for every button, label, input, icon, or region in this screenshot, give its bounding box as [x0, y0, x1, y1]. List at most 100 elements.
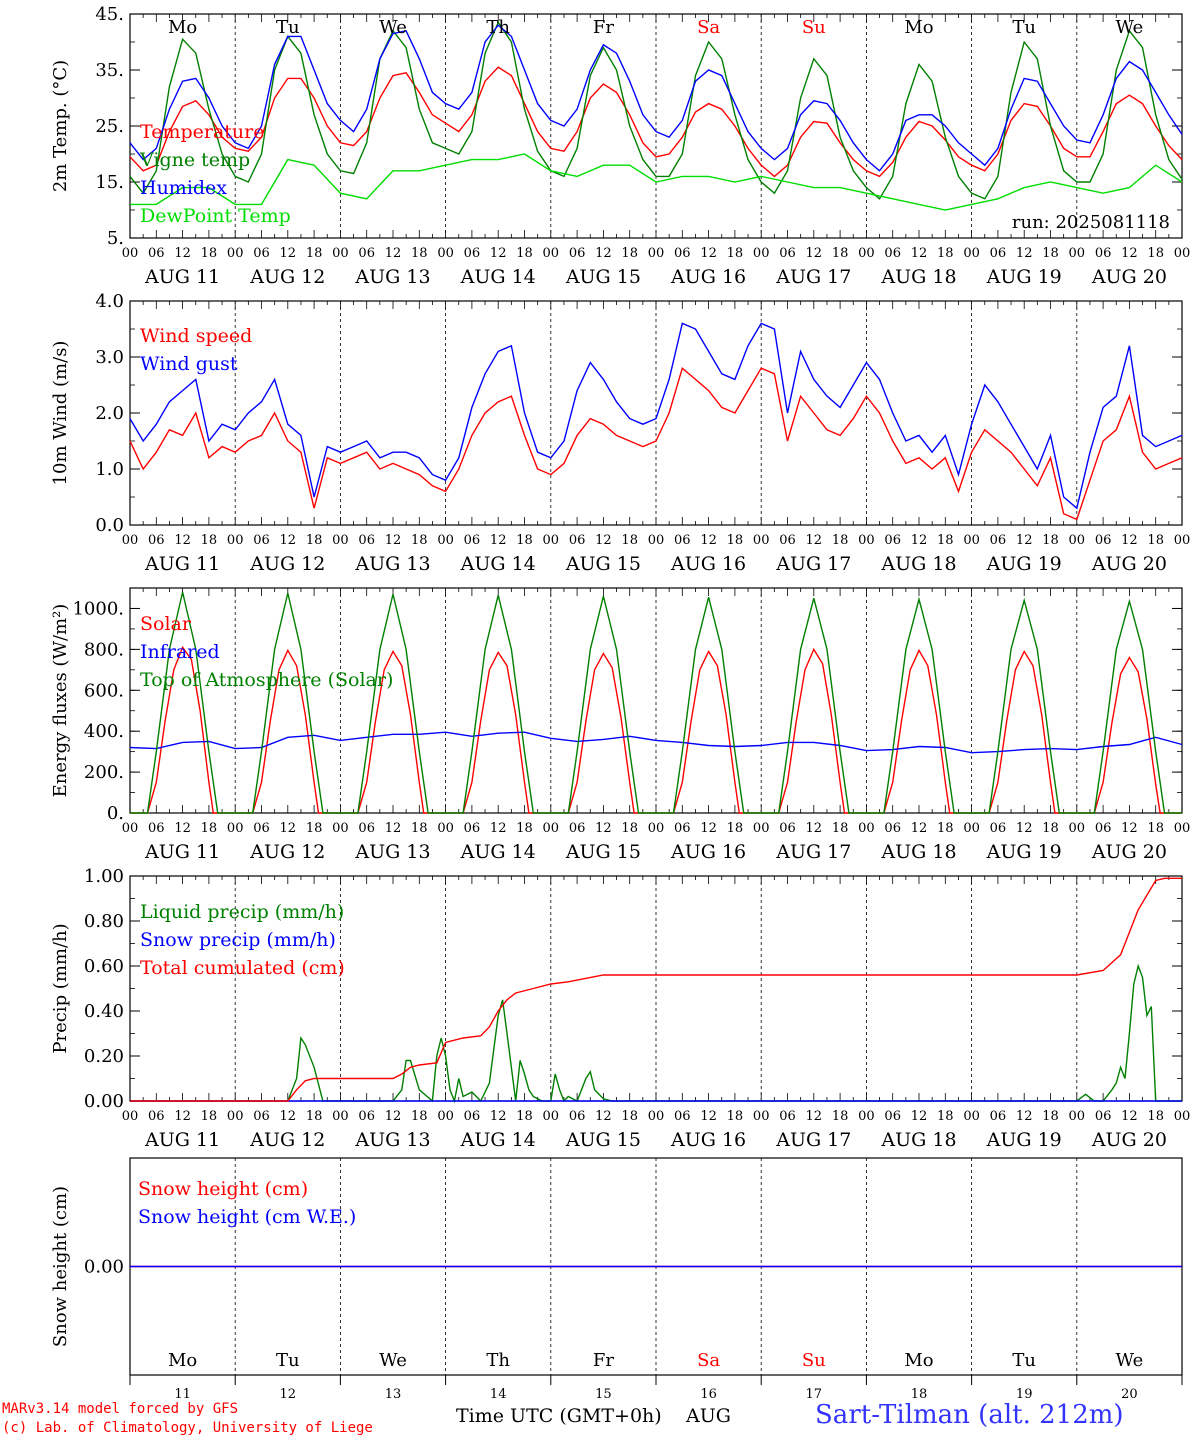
hour-tick-label: 12: [911, 821, 928, 836]
hour-tick-label: 12: [1016, 533, 1033, 548]
series-line: [130, 153, 1183, 211]
hour-tick-label: 00: [332, 246, 349, 261]
hour-tick-label: 12: [280, 1109, 297, 1124]
weekday-label: Sa: [697, 17, 720, 38]
date-label: AUG 19: [986, 266, 1062, 288]
hour-tick-label: 00: [437, 533, 454, 548]
hour-tick-label: 18: [937, 246, 954, 261]
hour-tick-label: 18: [727, 246, 744, 261]
hour-tick-label: 00: [858, 246, 875, 261]
hour-tick-label: 00: [437, 1109, 454, 1124]
hour-tick-label: 00: [227, 1109, 244, 1124]
series-line: [130, 591, 1182, 814]
date-label: AUG 17: [775, 553, 851, 575]
hour-tick-label: 12: [911, 1109, 928, 1124]
hour-tick-label: 18: [516, 1109, 533, 1124]
hour-tick-label: 18: [306, 246, 323, 261]
hour-tick-label: 12: [490, 1109, 507, 1124]
hour-tick-label: 12: [280, 246, 297, 261]
weekday-label: Tu: [1012, 17, 1036, 38]
hour-tick-label: 06: [253, 1109, 270, 1124]
hour-tick-label: 18: [516, 821, 533, 836]
date-label: AUG 14: [460, 1129, 536, 1151]
hour-tick-label: 12: [806, 1109, 823, 1124]
legend-entry: Temperature: [140, 121, 264, 143]
hour-tick-label: 12: [385, 246, 402, 261]
weekday-label: We: [1116, 1350, 1144, 1371]
panel-3: 0. 200. 400. 600. 800. 1000.Energy fluxes (W/…: [50, 587, 1190, 863]
day-number-label: 12: [280, 1387, 297, 1402]
day-number-label: 15: [595, 1387, 612, 1402]
hour-tick-label: 00: [858, 533, 875, 548]
hour-tick-label: 00: [1174, 1109, 1191, 1124]
y-tick-label: 1.0: [95, 459, 124, 480]
day-number-label: 16: [700, 1387, 717, 1402]
hour-tick-label: 06: [358, 533, 375, 548]
hour-tick-label: 18: [621, 246, 638, 261]
hour-tick-label: 18: [1147, 1109, 1164, 1124]
hour-tick-label: 00: [332, 533, 349, 548]
y-tick-label: 0.00: [84, 1257, 124, 1278]
panel-1: 5. 15. 25. 35. 45. 2m Temp. (°C) Temperature Vi…: [50, 4, 1190, 288]
y-tick-label: 2.0: [95, 403, 124, 424]
series-line: [130, 877, 1182, 1102]
day-number-label: 13: [385, 1387, 402, 1402]
y-tick-label: 4.0: [95, 291, 124, 312]
hour-tick-label: 12: [490, 246, 507, 261]
hour-tick-label: 18: [621, 533, 638, 548]
hour-tick-label: 18: [411, 533, 428, 548]
hour-tick-label: 18: [937, 533, 954, 548]
hour-tick-label: 18: [306, 533, 323, 548]
hour-tick-label: 06: [884, 821, 901, 836]
day-number-label: 20: [1121, 1387, 1138, 1402]
hour-tick-label: 00: [963, 533, 980, 548]
hour-tick-label: 00: [332, 821, 349, 836]
date-label: AUG 16: [670, 841, 746, 863]
hour-tick-label: 00: [1069, 1109, 1086, 1124]
date-label: AUG 14: [460, 841, 536, 863]
hour-tick-label: 06: [148, 533, 165, 548]
hour-tick-label: 12: [700, 533, 717, 548]
hour-tick-label: 18: [1042, 533, 1059, 548]
weekday-label: We: [379, 17, 407, 38]
weekday-label: Mo: [904, 1350, 933, 1371]
date-label: AUG 11: [144, 1129, 220, 1151]
weekday-label: Mo: [168, 17, 197, 38]
day-number-label: 11: [174, 1387, 191, 1402]
hour-tick-label: 18: [832, 246, 849, 261]
hour-tick-label: 06: [884, 533, 901, 548]
hour-tick-label: 18: [832, 821, 849, 836]
hour-tick-label: 06: [358, 821, 375, 836]
legend-entry: Top of Atmosphere (Solar): [140, 669, 393, 691]
hour-tick-label: 00: [753, 533, 770, 548]
weekday-label: Fr: [593, 17, 614, 38]
date-label: AUG 16: [670, 1129, 746, 1151]
hour-tick-label: 00: [963, 246, 980, 261]
date-label: AUG 12: [249, 553, 325, 575]
date-label: AUG 16: [670, 266, 746, 288]
hour-tick-label: 12: [174, 821, 191, 836]
hour-tick-label: 00: [648, 246, 665, 261]
hour-tick-label: 18: [411, 1109, 428, 1124]
date-label: AUG 11: [144, 553, 220, 575]
hour-tick-label: 12: [700, 246, 717, 261]
hour-tick-label: 06: [990, 1109, 1007, 1124]
hour-tick-label: 06: [674, 1109, 691, 1124]
y-tick-label: 35.: [95, 60, 124, 81]
legend-entry: Solar: [140, 613, 192, 635]
hour-tick-label: 18: [832, 1109, 849, 1124]
legend-entry: DewPoint Temp: [140, 205, 291, 227]
hour-tick-label: 18: [621, 821, 638, 836]
hour-tick-label: 18: [832, 533, 849, 548]
y-tick-label: 200.: [84, 762, 124, 783]
hour-tick-label: 12: [806, 821, 823, 836]
y-axis-label: 10m Wind (m/s): [50, 341, 71, 486]
hour-tick-label: 00: [122, 1109, 139, 1124]
hour-tick-label: 06: [569, 246, 586, 261]
hour-tick-label: 18: [937, 1109, 954, 1124]
hour-tick-label: 00: [543, 1109, 560, 1124]
series-line: [130, 963, 1182, 1104]
hour-tick-label: 12: [595, 533, 612, 548]
y-axis-label: Precip (mm/h): [50, 923, 71, 1053]
date-label: AUG 15: [565, 266, 641, 288]
